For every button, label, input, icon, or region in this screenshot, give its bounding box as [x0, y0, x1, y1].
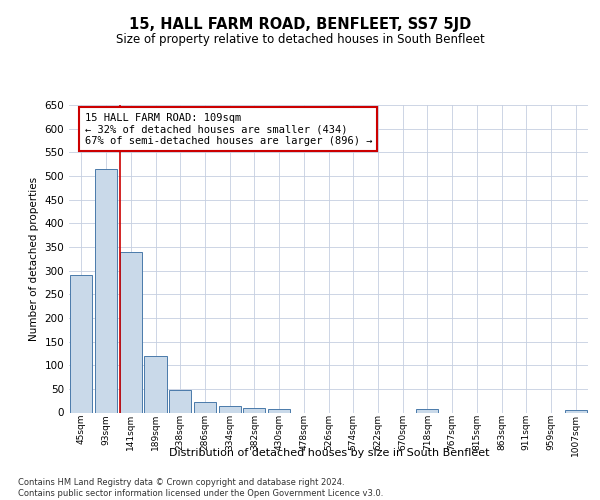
Text: 15, HALL FARM ROAD, BENFLEET, SS7 5JD: 15, HALL FARM ROAD, BENFLEET, SS7 5JD — [129, 18, 471, 32]
Bar — [119, 252, 142, 412]
Bar — [218, 406, 241, 412]
Bar — [268, 409, 290, 412]
Text: Contains HM Land Registry data © Crown copyright and database right 2024.
Contai: Contains HM Land Registry data © Crown c… — [18, 478, 383, 498]
Bar — [95, 169, 117, 412]
Text: Distribution of detached houses by size in South Benfleet: Distribution of detached houses by size … — [169, 448, 489, 458]
Bar — [169, 390, 191, 412]
Bar — [70, 276, 92, 412]
Bar — [194, 402, 216, 412]
Bar — [145, 356, 167, 412]
Text: 15 HALL FARM ROAD: 109sqm
← 32% of detached houses are smaller (434)
67% of semi: 15 HALL FARM ROAD: 109sqm ← 32% of detac… — [85, 112, 372, 146]
Y-axis label: Number of detached properties: Number of detached properties — [29, 176, 39, 341]
Text: Size of property relative to detached houses in South Benfleet: Size of property relative to detached ho… — [116, 32, 484, 46]
Bar — [565, 410, 587, 412]
Bar — [243, 408, 265, 412]
Bar — [416, 408, 439, 412]
